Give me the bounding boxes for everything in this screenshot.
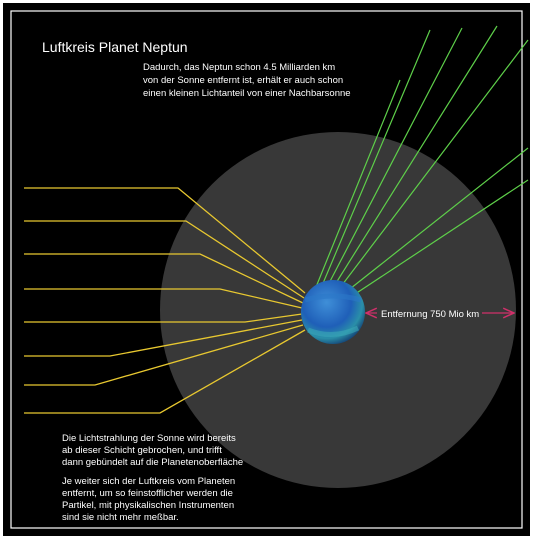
planet-band — [304, 293, 362, 303]
note-line: Je weiter sich der Luftkreis vom Planete… — [62, 476, 235, 487]
note-line: Die Lichtstrahlung der Sonne wird bereit… — [62, 433, 236, 444]
intro-line: von der Sonne entfernt ist, erhält er au… — [143, 75, 343, 86]
note-line: ab dieser Schicht gebrochen, und trifft — [62, 445, 222, 456]
note-line: sind sie nicht mehr meßbar. — [62, 512, 179, 523]
planet-band — [307, 325, 360, 337]
distance-label: Entfernung 750 Mio km — [381, 309, 479, 320]
note-line: Partikel, mit physikalischen Instrumente… — [62, 500, 234, 511]
title: Luftkreis Planet Neptun — [42, 39, 188, 55]
note-line: entfernt, um so feinstofflicher werden d… — [62, 488, 233, 499]
sun-rays — [24, 187, 306, 414]
intro-line: Dadurch, das Neptun schon 4.5 Milliarden… — [143, 62, 335, 73]
inner-frame — [10, 10, 523, 529]
note-line: dann gebündelt auf die Planetenoberfläch… — [62, 457, 243, 468]
intro-line: einen kleinen Lichtanteil von einer Nach… — [143, 88, 351, 99]
neighbor-sun-rays — [315, 25, 529, 301]
